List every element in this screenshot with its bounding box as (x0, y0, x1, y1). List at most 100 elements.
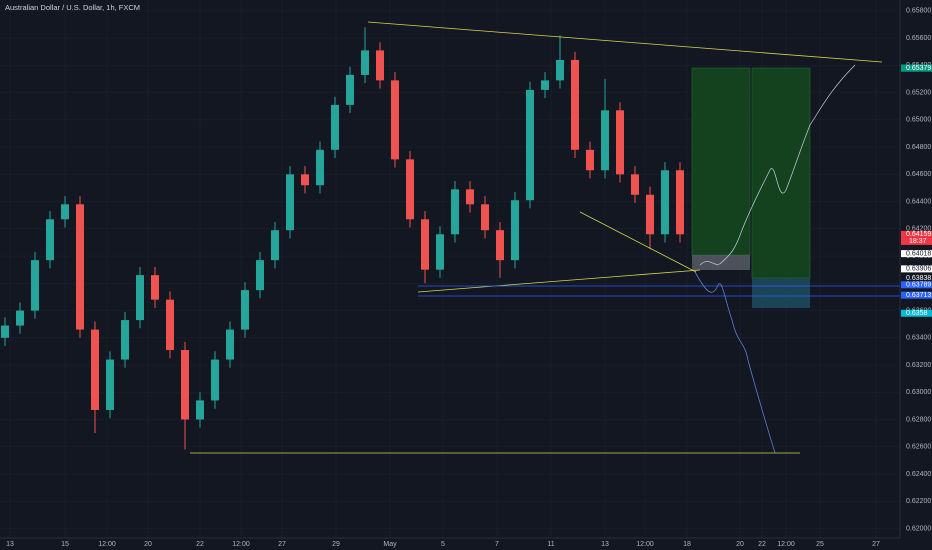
x-tick-label: 5 (441, 541, 445, 548)
candle-body (31, 260, 39, 311)
candle-body (256, 260, 264, 291)
candle-body (421, 219, 429, 270)
price-label-box (901, 64, 932, 72)
x-tick-label: 13 (601, 541, 609, 548)
candle-body (1, 325, 9, 338)
price-label: 0.63906 (906, 266, 931, 273)
price-label-box (901, 309, 932, 317)
stop-zone (752, 278, 810, 308)
price-labels: 0.653810.653790.6415918:370.640180.63906… (901, 64, 932, 317)
x-tick-label: 27 (872, 541, 880, 548)
candle-body (466, 189, 474, 205)
candle-body (301, 174, 309, 186)
candles (1, 27, 684, 450)
y-tick-label: 0.62400 (906, 471, 931, 478)
time-axis: 13 15 12:00 20 22 12:00 27 29 May 5 7 11 13 12:00 18 20… (6, 541, 880, 548)
candle-body (511, 200, 519, 261)
price-label: 0.65379 (906, 65, 931, 72)
x-tick-label: 13 (6, 541, 14, 548)
candle-body (451, 189, 459, 235)
candle-body (406, 159, 414, 220)
countdown: 18:37 (909, 238, 927, 245)
grid (0, 0, 900, 538)
candle-body (271, 230, 279, 261)
candle-body (181, 350, 189, 420)
stop-zone (692, 255, 750, 270)
price-label: 0.63789 (906, 282, 931, 289)
x-tick-label: 18 (683, 541, 691, 548)
trend-line (417, 269, 701, 293)
y-tick-label: 0.63000 (906, 389, 931, 396)
projection-down (694, 271, 776, 454)
x-tick-label: 11 (547, 541, 554, 548)
candle-body (571, 59, 579, 150)
candle-body (46, 219, 54, 261)
candle-body (211, 359, 219, 401)
x-tick-label: 7 (495, 541, 499, 548)
price-label-box (901, 250, 932, 258)
y-tick-label: 0.64800 (906, 144, 931, 151)
price-label: 0.63838 (906, 275, 931, 282)
chart-title: Australian Dollar / U.S. Dollar, 1h, FXC… (5, 3, 140, 12)
x-tick-label: 12:00 (777, 541, 795, 548)
candle-body (556, 59, 564, 81)
candle-body (631, 174, 639, 195)
y-tick-label: 0.63400 (906, 335, 931, 342)
price-label: 0.63713 (906, 292, 931, 299)
candle-body (91, 329, 99, 410)
y-tick-label: 0.65800 (906, 8, 931, 15)
y-tick-label: 0.62000 (906, 525, 931, 532)
candle-body (676, 170, 684, 235)
x-tick-label: 25 (816, 541, 824, 548)
y-tick-label: 0.65000 (906, 117, 931, 124)
price-label: 0.6358 (906, 310, 928, 317)
candle-body (391, 80, 399, 160)
x-tick-label: 12:00 (232, 541, 250, 548)
price-label-box (901, 281, 932, 289)
candle-body (526, 89, 534, 201)
candle-body (16, 310, 24, 326)
candle-body (601, 110, 609, 171)
y-tick-label: 0.62600 (906, 444, 931, 451)
candle-body (376, 50, 384, 81)
candle-body (106, 359, 114, 410)
price-label: 0.64018 (906, 250, 931, 257)
x-tick-label: 20 (736, 541, 744, 548)
x-tick-label: 27 (278, 541, 286, 548)
y-tick-label: 0.65200 (906, 89, 931, 96)
candle-body (331, 104, 339, 150)
x-tick-label: 12:00 (98, 541, 116, 548)
y-tick-label: 0.63200 (906, 362, 931, 369)
candle-body (226, 329, 234, 360)
x-tick-label: 15 (61, 541, 69, 548)
countdown-box (901, 237, 932, 245)
candle-body (646, 194, 654, 235)
candle-body (541, 80, 549, 90)
candle-body (586, 149, 594, 171)
trend-line (367, 21, 883, 63)
candle-body (361, 50, 369, 75)
candle-body (286, 174, 294, 231)
y-tick-label: 0.62800 (906, 416, 931, 423)
candle-body (346, 74, 354, 105)
candle-body (196, 400, 204, 420)
candle-body (136, 275, 144, 321)
x-tick-label: 22 (196, 541, 204, 548)
candle-body (151, 275, 159, 300)
x-tick-label: 12:00 (636, 541, 654, 548)
price-label-box (901, 265, 932, 273)
x-tick-label: May (383, 541, 397, 548)
price-label: 0.64159 (906, 231, 931, 238)
candle-body (661, 170, 669, 235)
candle-body (316, 149, 324, 186)
candle-body (481, 204, 489, 231)
y-tick-label: 0.64200 (906, 226, 931, 233)
y-tick-label: 0.64600 (906, 171, 931, 178)
candle-body (616, 110, 624, 175)
candle-body (166, 299, 174, 351)
candle-body (241, 290, 249, 330)
trend-line (579, 211, 697, 273)
y-tick-label: 0.62200 (906, 498, 931, 505)
candle-body (76, 204, 84, 330)
